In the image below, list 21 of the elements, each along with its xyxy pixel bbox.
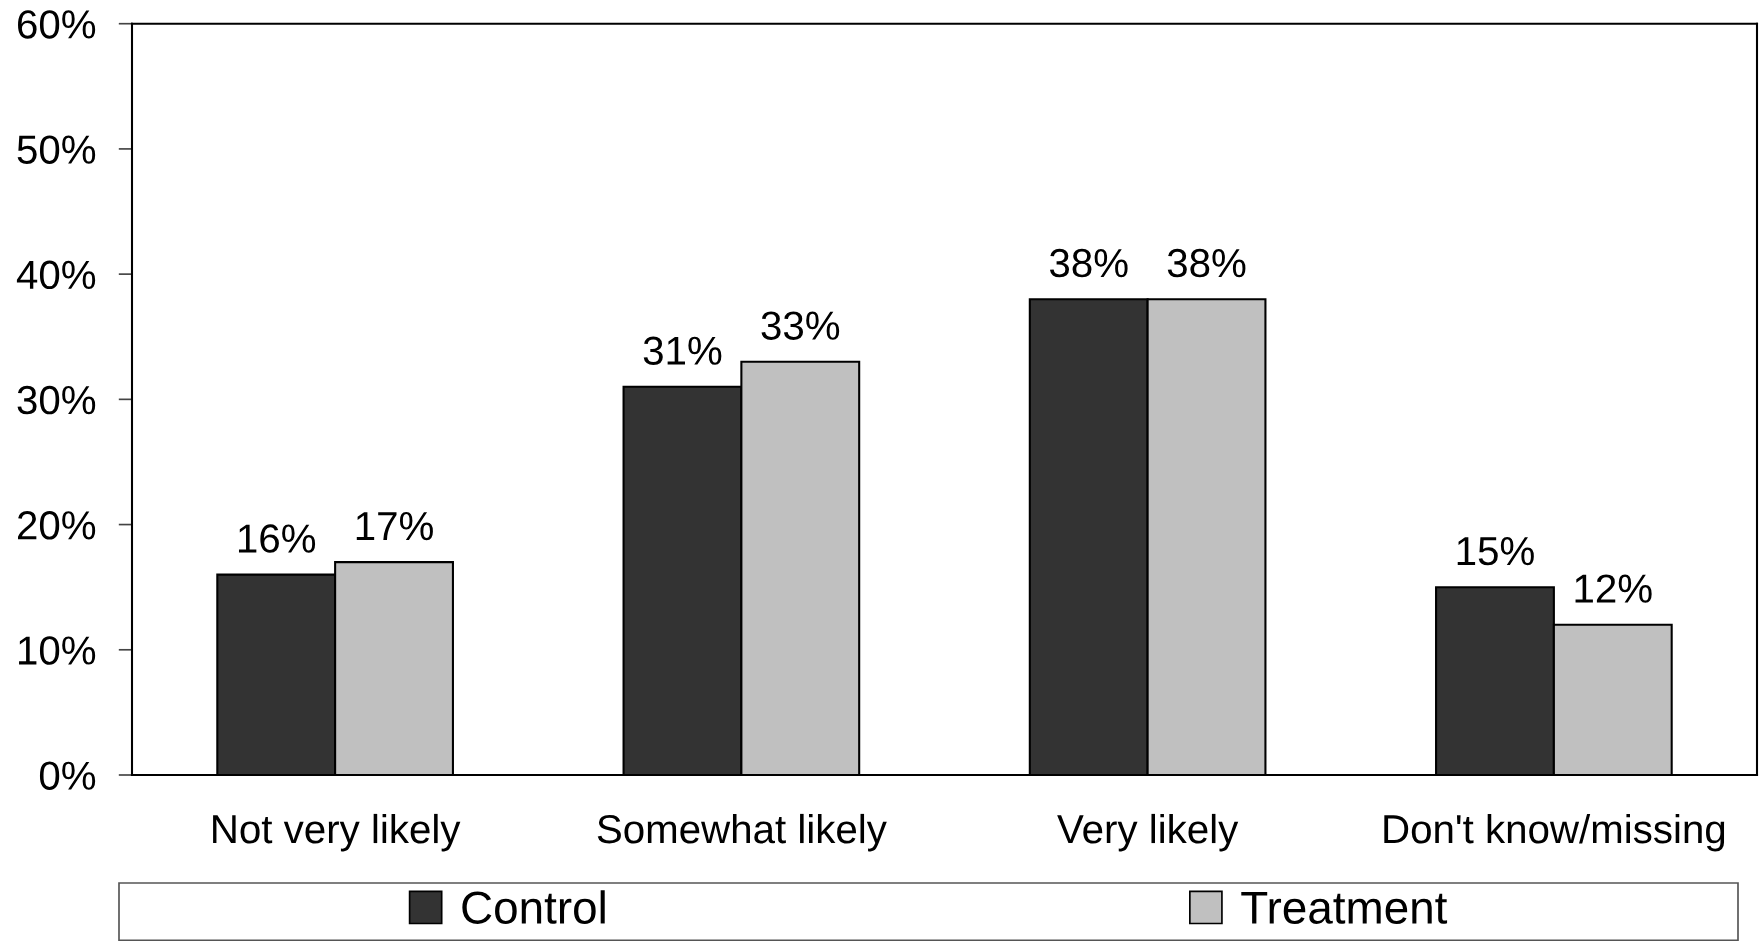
y-tick-label: 20% bbox=[18, 511, 96, 540]
x-tick-label: Don't know/missing bbox=[1384, 813, 1725, 852]
data-label: 38% bbox=[1167, 248, 1246, 278]
x-tick-label: Somewhat likely bbox=[597, 813, 887, 852]
x-tick-label: Not very likely bbox=[213, 813, 461, 852]
data-label: 17% bbox=[356, 511, 433, 541]
legend-label: Control bbox=[462, 890, 605, 924]
y-tick-label: 40% bbox=[16, 260, 96, 290]
data-label: 15% bbox=[1457, 537, 1534, 566]
data-label: 16% bbox=[238, 524, 316, 553]
data-label: 38% bbox=[1049, 248, 1128, 278]
data-label: 33% bbox=[761, 311, 840, 340]
y-tick-label: 50% bbox=[17, 135, 96, 164]
y-tick-label: 10% bbox=[19, 636, 96, 665]
data-label: 31% bbox=[643, 336, 722, 365]
x-tick-label: Very likely bbox=[1057, 813, 1239, 852]
y-tick-label: 60% bbox=[18, 10, 96, 39]
y-tick-label: 0% bbox=[39, 761, 96, 790]
y-tick-label: 30% bbox=[17, 385, 96, 415]
data-label: 12% bbox=[1575, 574, 1652, 603]
legend-label: Treatment bbox=[1241, 891, 1448, 924]
